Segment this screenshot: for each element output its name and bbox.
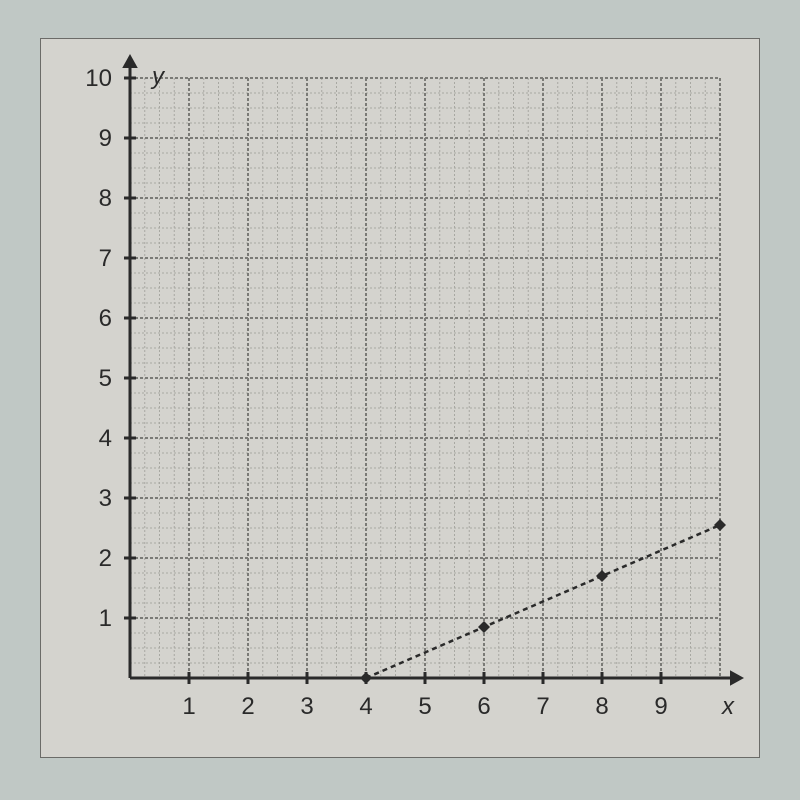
y-tick-label: 8 <box>99 185 112 212</box>
y-tick-label: 9 <box>99 125 112 152</box>
y-tick-label: 1 <box>99 605 112 632</box>
x-tick-label: 4 <box>359 693 372 720</box>
y-tick-label: 2 <box>99 545 112 572</box>
x-tick-label: 7 <box>536 693 549 720</box>
x-tick-label: 6 <box>477 693 490 720</box>
x-tick-label: 3 <box>300 693 313 720</box>
y-axis-label: y <box>150 63 166 90</box>
chart-svg: 1 2 3 4 5 6 7 8 9 1 2 3 4 5 6 7 8 9 10 x y <box>40 38 760 758</box>
x-tick-label: 5 <box>418 693 431 720</box>
y-tick-label: 3 <box>99 485 112 512</box>
y-tick-label: 10 <box>85 65 112 92</box>
chart-container: 1 2 3 4 5 6 7 8 9 1 2 3 4 5 6 7 8 9 10 x y <box>40 38 760 763</box>
x-axis-label: x <box>721 693 735 720</box>
x-tick-label: 8 <box>595 693 608 720</box>
y-tick-label: 4 <box>99 425 112 452</box>
x-tick-label: 1 <box>182 693 195 720</box>
x-tick-label: 2 <box>241 693 254 720</box>
y-tick-label: 5 <box>99 365 112 392</box>
x-tick-label: 9 <box>654 693 667 720</box>
y-tick-label: 6 <box>99 305 112 332</box>
y-tick-label: 7 <box>99 245 112 272</box>
